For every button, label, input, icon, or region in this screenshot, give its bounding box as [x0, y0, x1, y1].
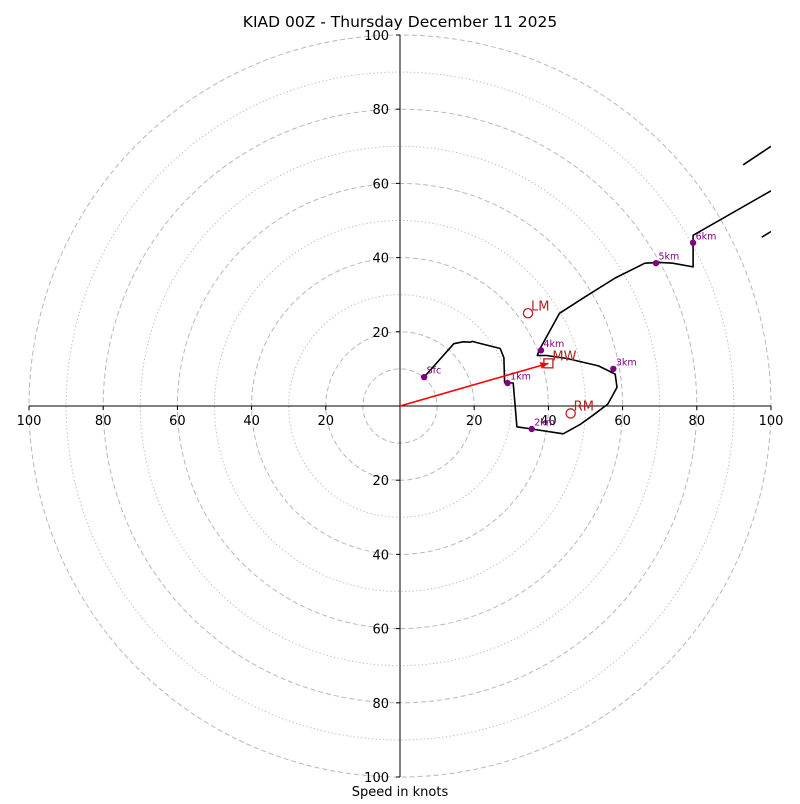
y-tick-label: 40 [372, 548, 389, 563]
vector-shaft [399, 362, 549, 407]
right-mover-label: RM [574, 399, 594, 414]
mean-wind-marker [543, 358, 554, 369]
height-marker-2km [528, 425, 535, 433]
storm-motion-markers: LM RM MW [522, 299, 594, 419]
height-label-2km: 2km [534, 418, 555, 429]
y-tick-label: 60 [372, 623, 389, 638]
height-markers: Sfc 1km 2km 3km 4km 5km 6km [420, 231, 717, 433]
x-tick-label: 60 [169, 414, 186, 429]
height-label-1km: 1km [510, 371, 531, 382]
x-axis-label: Speed in knots [352, 785, 449, 800]
left-mover-marker [522, 307, 534, 319]
mean-wind-label: MW [552, 349, 576, 364]
height-marker-6km [689, 239, 697, 246]
hodograph-trace [423, 145, 771, 435]
height-label-3km: 3km [616, 357, 637, 368]
y-tick-label: 100 [364, 771, 389, 786]
tick-labels: 100 80 60 40 20 20 40 60 80 100 100 80 60 40 20 20 40 60 8… [17, 29, 784, 786]
height-marker-3km [610, 365, 617, 373]
y-tick-label: 60 [372, 177, 389, 192]
y-tick-label: 80 [372, 103, 389, 118]
x-tick-label: 80 [689, 414, 706, 429]
y-tick-label: 40 [372, 252, 389, 267]
y-tick-label: 100 [364, 29, 389, 44]
height-marker-sfc [420, 373, 428, 381]
y-tick-label: 20 [372, 326, 389, 341]
x-tick-label: 40 [243, 414, 260, 429]
x-tick-label: 100 [759, 414, 784, 429]
height-marker-4km [537, 347, 545, 354]
x-tick-label: 40 [540, 414, 557, 429]
y-tick-label: 80 [372, 697, 389, 712]
height-label-4km: 4km [543, 339, 564, 350]
height-label-5km: 5km [658, 252, 679, 263]
hodograph-line [423, 190, 771, 435]
height-label-6km: 6km [696, 231, 717, 242]
x-tick-label: 20 [466, 414, 483, 429]
hodograph-line-upper [742, 145, 771, 166]
x-tick-label: 80 [95, 414, 112, 429]
x-tick-label: 60 [614, 414, 631, 429]
right-mover-marker [565, 408, 576, 419]
chart-title: KIAD 00Z - Thursday December 11 2025 [243, 13, 557, 31]
height-marker-1km [504, 379, 511, 387]
x-tick-label: 20 [318, 414, 335, 429]
left-mover-label: LM [531, 299, 549, 314]
hodograph-line-edge [761, 230, 771, 238]
height-label-sfc: Sfc [427, 366, 442, 377]
y-tick-label: 20 [372, 474, 389, 489]
x-tick-label: 100 [17, 414, 42, 429]
height-marker-5km [652, 259, 660, 267]
